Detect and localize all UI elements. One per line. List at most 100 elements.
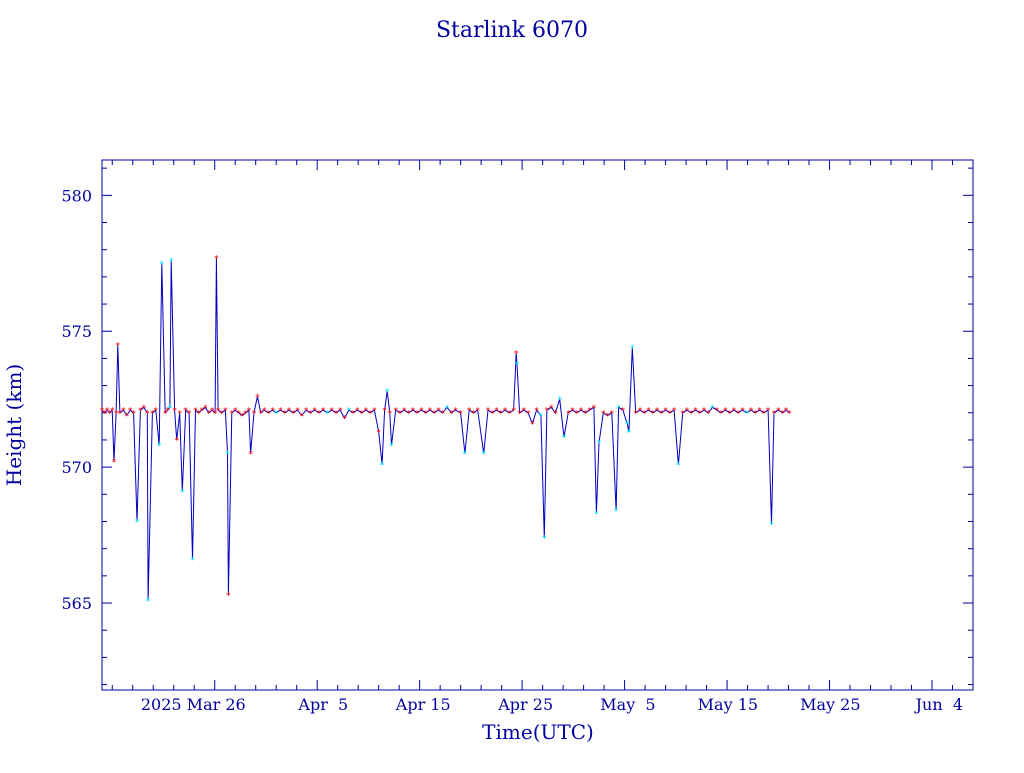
data-point-red: *	[432, 409, 437, 419]
data-point-red: *	[334, 409, 339, 419]
data-point-red: *	[230, 409, 235, 419]
data-point-red: *	[499, 409, 504, 419]
data-point-red: *	[534, 407, 539, 417]
data-point-red: *	[784, 407, 789, 417]
data-point-red: *	[304, 407, 309, 417]
data-point-red: *	[740, 407, 745, 417]
data-point-cyan: *	[157, 442, 162, 452]
data-point-red: *	[749, 407, 754, 417]
data-point-red: *	[342, 415, 347, 425]
data-point-red: *	[766, 407, 771, 417]
data-point-red: *	[672, 407, 677, 417]
data-point-red: *	[105, 407, 110, 417]
data-point-cyan: *	[557, 396, 562, 406]
data-point-red: *	[118, 409, 123, 419]
data-point-red: *	[583, 409, 588, 419]
data-point-red: *	[266, 409, 271, 419]
data-point-red: *	[419, 407, 424, 417]
data-point-red: *	[213, 409, 218, 419]
data-point-cyan: *	[597, 439, 602, 449]
data-point-red: *	[659, 409, 664, 419]
data-point-cyan: *	[389, 442, 394, 452]
data-point-red: *	[351, 409, 356, 419]
data-point-red: *	[193, 407, 198, 417]
data-point-cyan: *	[380, 461, 385, 471]
data-point-cyan: *	[274, 409, 279, 419]
data-point-red: *	[762, 409, 767, 419]
data-point-red: *	[223, 407, 228, 417]
data-point-red: *	[605, 412, 610, 422]
data-point-red: *	[642, 409, 647, 419]
data-point-red: *	[240, 412, 245, 422]
data-point-red: *	[702, 407, 707, 417]
data-point-red: *	[355, 407, 360, 417]
data-point-red: *	[753, 409, 758, 419]
data-point-red: *	[291, 409, 296, 419]
data-point-red: *	[214, 254, 219, 264]
data-point-red: *	[646, 407, 651, 417]
data-point-red: *	[780, 409, 785, 419]
data-point-red: *	[196, 409, 201, 419]
data-point-red: *	[112, 458, 117, 468]
data-point-red: *	[121, 407, 126, 417]
data-point-cyan: *	[539, 412, 544, 422]
data-point-red: *	[693, 407, 698, 417]
data-point-red: *	[233, 407, 238, 417]
data-point-red: *	[723, 407, 728, 417]
data-point-red: *	[210, 407, 215, 417]
data-point-red: *	[100, 407, 105, 417]
data-point-red: *	[517, 409, 522, 419]
data-point-cyan: *	[630, 344, 635, 354]
data-point-red: *	[522, 407, 527, 417]
data-point-red: *	[308, 409, 313, 419]
data-point-red: *	[398, 409, 403, 419]
data-point-red: *	[166, 407, 171, 417]
data-point-red: *	[549, 404, 554, 414]
data-point-cyan: *	[385, 388, 390, 398]
data-point-red: *	[415, 409, 420, 419]
data-point-red: *	[154, 407, 159, 417]
data-point-red: *	[685, 407, 690, 417]
data-point-red: *	[128, 407, 133, 417]
data-point-red: *	[271, 407, 276, 417]
data-point-red: *	[727, 409, 732, 419]
data-point-red: *	[368, 409, 373, 419]
data-point-red: *	[382, 407, 387, 417]
data-point-red: *	[278, 407, 283, 417]
data-point-cyan: *	[445, 404, 450, 414]
data-point-red: *	[248, 450, 253, 460]
data-point-red: *	[300, 412, 305, 422]
y-tick-label: 580	[61, 186, 92, 205]
y-axis-label: Height (km)	[2, 364, 26, 486]
data-point-cyan: *	[225, 450, 230, 460]
data-point-red: *	[610, 409, 615, 419]
data-point-red: *	[107, 409, 112, 419]
data-point-red: *	[406, 409, 411, 419]
data-point-red: *	[145, 409, 150, 419]
data-point-red: *	[142, 404, 147, 414]
data-point-red: *	[388, 409, 393, 419]
data-point-red: *	[732, 407, 737, 417]
data-point-red: *	[719, 409, 724, 419]
data-point-red: *	[174, 436, 179, 446]
data-point-cyan: *	[562, 434, 567, 444]
data-point-red: *	[494, 407, 499, 417]
data-point-red: *	[226, 591, 231, 601]
data-point-red: *	[638, 407, 643, 417]
data-point-red: *	[663, 407, 668, 417]
data-point-cyan: *	[627, 428, 632, 438]
data-point-cyan: *	[168, 404, 173, 414]
x-tick-label: Apr 5	[297, 695, 348, 714]
data-point-red: *	[715, 407, 720, 417]
data-point-red: *	[575, 409, 580, 419]
data-point-red: *	[338, 407, 343, 417]
data-point-red: *	[587, 407, 592, 417]
x-tick-labels: 2025 Mar 26 Apr 5 Apr 15 Apr 25 May 5 May 15 M…	[141, 695, 963, 714]
data-point-cyan: *	[180, 488, 185, 498]
data-point-red: *	[757, 407, 762, 417]
data-point-red: *	[219, 409, 224, 419]
data-point-cyan: *	[160, 260, 165, 270]
data-point-red: *	[259, 409, 264, 419]
data-point-red: *	[287, 407, 292, 417]
